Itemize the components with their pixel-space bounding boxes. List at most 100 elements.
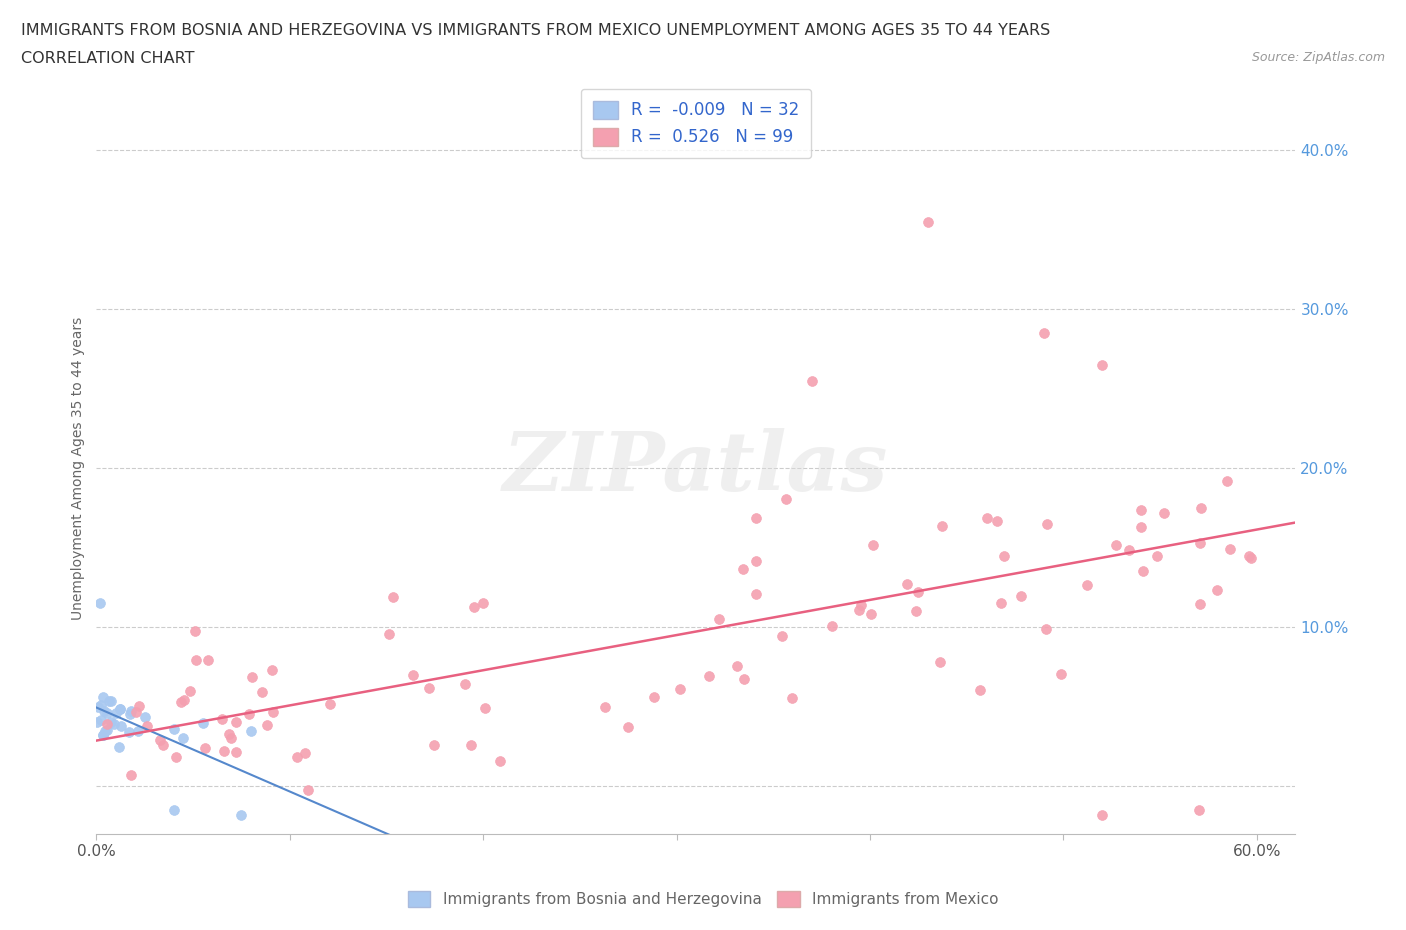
Point	[1146, 549, 1168, 564]
Point	[309, 832, 332, 847]
Point	[100, 715, 122, 730]
Point	[931, 519, 953, 534]
Point	[125, 704, 148, 719]
Point	[250, 684, 273, 699]
Point	[165, 750, 187, 764]
Point	[969, 683, 991, 698]
Point	[709, 612, 731, 627]
Point	[697, 668, 720, 683]
Point	[262, 705, 284, 720]
Point	[319, 698, 342, 712]
Point	[89, 596, 111, 611]
Point	[240, 670, 263, 684]
Point	[848, 603, 870, 618]
Point	[240, 724, 263, 738]
Point	[218, 726, 240, 741]
Point	[256, 717, 278, 732]
Point	[1035, 621, 1057, 636]
Point	[100, 694, 122, 709]
Point	[86, 699, 108, 714]
Point	[152, 737, 174, 752]
Point	[211, 712, 233, 727]
Point	[1153, 506, 1175, 521]
Point	[471, 596, 494, 611]
Point	[285, 750, 308, 764]
Point	[98, 694, 121, 709]
Point	[93, 728, 115, 743]
Point	[770, 629, 793, 644]
Point	[294, 746, 316, 761]
Point	[225, 744, 247, 759]
Point	[993, 549, 1015, 564]
Point	[90, 698, 112, 712]
Point	[454, 677, 477, 692]
Point	[382, 590, 405, 604]
Point	[474, 700, 496, 715]
Point	[191, 716, 214, 731]
Text: ZIPatlas: ZIPatlas	[503, 428, 889, 508]
Point	[1188, 596, 1211, 611]
Point	[460, 738, 482, 753]
Point	[745, 587, 768, 602]
Point	[896, 577, 918, 591]
Point	[120, 767, 142, 782]
Point	[163, 803, 186, 817]
Point	[103, 716, 125, 731]
Point	[170, 695, 193, 710]
Point	[1132, 564, 1154, 578]
Point	[800, 373, 823, 388]
Point	[745, 553, 768, 568]
Point	[1049, 667, 1071, 682]
Point	[197, 653, 219, 668]
Text: CORRELATION CHART: CORRELATION CHART	[21, 51, 194, 66]
Point	[96, 716, 118, 731]
Point	[86, 714, 108, 729]
Point	[1118, 542, 1140, 557]
Point	[745, 510, 768, 525]
Point	[104, 705, 127, 720]
Point	[90, 712, 112, 727]
Point	[593, 699, 616, 714]
Point	[1036, 517, 1059, 532]
Point	[860, 606, 883, 621]
Y-axis label: Unemployment Among Ages 35 to 44 years: Unemployment Among Ages 35 to 44 years	[72, 316, 86, 619]
Point	[402, 668, 425, 683]
Point	[1216, 473, 1239, 488]
Point	[1219, 541, 1241, 556]
Point	[849, 598, 872, 613]
Point	[907, 584, 929, 599]
Point	[212, 743, 235, 758]
Point	[238, 707, 260, 722]
Point	[118, 707, 141, 722]
Point	[1129, 519, 1152, 534]
Point	[260, 662, 283, 677]
Point	[127, 724, 149, 738]
Point	[917, 214, 939, 229]
Point	[489, 754, 512, 769]
Point	[149, 733, 172, 748]
Point	[231, 807, 253, 822]
Point	[110, 719, 132, 734]
Point	[731, 562, 754, 577]
Point	[1188, 803, 1211, 817]
Point	[136, 719, 159, 734]
Point	[94, 724, 117, 738]
Point	[96, 706, 118, 721]
Point	[1189, 536, 1212, 551]
Point	[1206, 583, 1229, 598]
Point	[1091, 357, 1114, 372]
Point	[775, 492, 797, 507]
Point	[120, 703, 142, 718]
Point	[219, 731, 242, 746]
Point	[976, 511, 998, 525]
Point	[733, 671, 755, 686]
Legend: R =  -0.009   N = 32, R =  0.526   N = 99: R = -0.009 N = 32, R = 0.526 N = 99	[581, 89, 811, 158]
Point	[1239, 551, 1261, 565]
Point	[134, 710, 156, 724]
Point	[1130, 502, 1153, 517]
Point	[225, 715, 247, 730]
Point	[727, 658, 749, 673]
Point	[297, 782, 319, 797]
Point	[1189, 501, 1212, 516]
Point	[986, 513, 1008, 528]
